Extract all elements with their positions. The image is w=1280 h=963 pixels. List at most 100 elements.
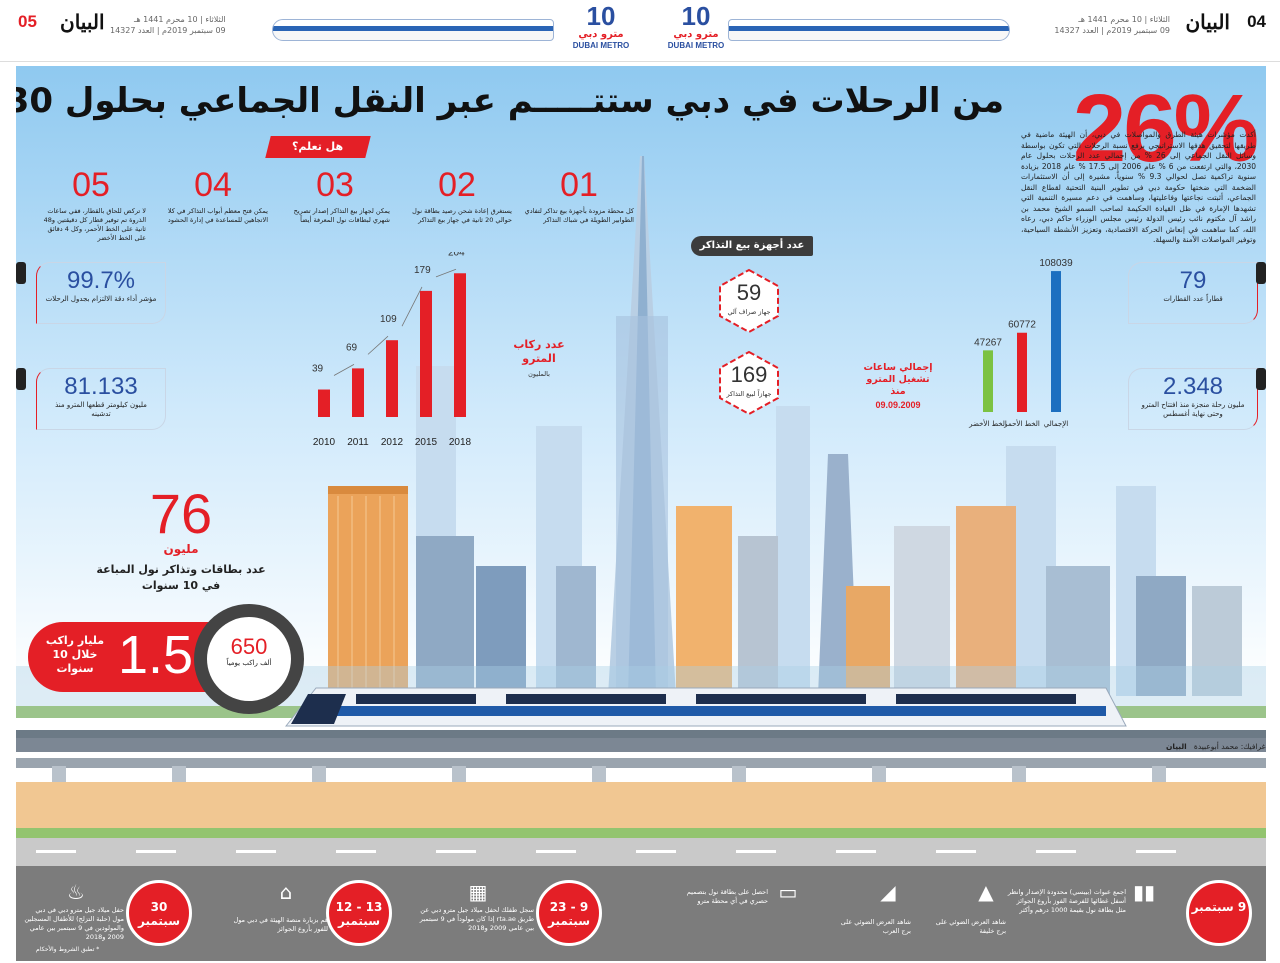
events-strip: 9 سبتمبر ▮▮ اجمع عبوات (بيبسي) محدودة ال… (16, 866, 1266, 961)
side-arrow-right (1256, 262, 1266, 284)
intro-paragraph: أكدت مؤشرات هيئة الطرق والمواصلات في دبي… (1021, 130, 1256, 244)
burj-khalifa-icon: ▲ (978, 880, 994, 904)
issue-date-greg: 09 سبتمبر 2019م | العدد 14327 (110, 26, 226, 35)
newspaper-logo-right: البيان (1185, 10, 1230, 34)
side-arrow-left (16, 368, 26, 390)
riders-bar-value: 69 (346, 342, 358, 353)
event-text: اجمع عبوات (بيبسي) محدودة الإصدار وانظر … (1007, 888, 1126, 914)
did-you-know-badge: هل تعلم؟ (265, 136, 371, 158)
riders-connector-line (401, 286, 423, 327)
hours-bar-value: 60772 (1008, 320, 1036, 331)
stat-value: 99.7% (66, 267, 136, 294)
header-train-right (728, 19, 1010, 41)
operating-hours-bar-chart: 47267 الخط الأخضر 60772 الخط الأحمر 108039 ال… (968, 258, 1073, 428)
stat-value: 79 (1179, 267, 1207, 294)
event-text: قم بزيارة منصة الهيئة في دبي مول للفوز ب… (233, 916, 328, 933)
fact-item: 03 يمكن لجهاز بيع التذاكر إصدار تصريح شه… (280, 166, 390, 225)
riders-bar-value: 179 (414, 265, 431, 276)
fact-text: كل محطة مزودة بأجهزة بيع تذاكر لتفادي ال… (524, 207, 634, 224)
riders-year-label: 2012 (381, 437, 404, 448)
metro-train (284, 687, 1127, 727)
riders-bar-value: 204 (448, 252, 465, 258)
cards-unit: مليون (163, 542, 199, 556)
dubai-metro-10-logo: 10 مترو دبي DUBAI METRO (660, 3, 732, 50)
daily-label: ألف راكب يومياً (226, 659, 272, 667)
fact-number: 05 (72, 166, 110, 204)
atm-hexagon: 59 جهاز صراف آلي (716, 268, 782, 334)
daily-riders-ring: 650 ألف راكب يومياً (194, 604, 304, 714)
fact-text: يمكن لجهاز بيع التذاكر إصدار تصريح شهري … (293, 207, 390, 224)
fact-text: يمكن فتح معظم أبواب التذاكر في كلا الاتج… (167, 207, 268, 224)
riders-year-label: 2018 (449, 437, 472, 448)
metro-logo-en: DUBAI METRO (572, 41, 630, 50)
burj-khalifa-icon (608, 156, 676, 696)
fact-item: 01 كل محطة مزودة بأجهزة بيع تذاكر لتفادي… (524, 166, 634, 225)
fact-item: 05 لا تركض للحاق بالقطار، ففي ساعات الذر… (36, 166, 146, 243)
page-header: 05 البيان الثلاثاء | 10 محرم 1441 هـ 09 … (0, 0, 1280, 62)
hours-line-label: الإجمالي (1044, 420, 1068, 428)
riders-unit: بالمليون (528, 370, 550, 378)
graphic-credit: غرافيك: محمد أبوعبيدة البيان (1166, 742, 1266, 751)
fact-text: يستغرق إعادة شحن رصيد بطاقة نول حوالي 20… (412, 207, 512, 224)
operating-hours-date: 09.09.2009 (875, 400, 921, 410)
issue-date-hijri: الثلاثاء | 10 محرم 1441 هـ (1078, 15, 1170, 24)
terms-note: * تطبق الشروط والأحكام (36, 946, 100, 953)
event-date-circle: 9 - 23 سبتمبر (536, 880, 602, 946)
metro-logo-en: DUBAI METRO (667, 41, 725, 50)
hexagon-frame-icon (719, 350, 779, 416)
metro-logo-ten: 10 (681, 1, 711, 31)
hours-bar (983, 350, 993, 412)
header-train-left (272, 19, 554, 41)
riders-connector-line (367, 335, 389, 355)
riders-bar-value: 109 (380, 314, 397, 325)
event-date-circle: 9 سبتمبر (1186, 880, 1252, 946)
event-text: حفل ميلاد جيل مترو دبي في دبي مول (حلبة … (24, 906, 124, 941)
tvm-label: جهازاً لبيع التذاكر (726, 390, 772, 398)
hours-bar-value: 47267 (974, 337, 1002, 348)
event-text: شاهد العرض الضوئي على برج خليفة (935, 918, 1006, 935)
side-arrow-left (16, 262, 26, 284)
credit-text: غرافيك: محمد أبوعبيدة (1193, 742, 1266, 751)
cards-value: 76 (149, 482, 213, 545)
riders-year-label: 2011 (347, 437, 369, 448)
headline-title: من الرحلات في دبي ستتـــــم عبر النقل ال… (16, 81, 1005, 121)
cards-label: عدد بطاقات وتذاكر نول المباعة في 10 سنوا… (96, 563, 266, 592)
fact-text: لا تركض للحاق بالقطار، ففي ساعات الذروة … (43, 207, 146, 242)
calendar-icon: ▦ (468, 880, 488, 904)
tvm-hexagon: 169 جهازاً لبيع التذاكر (716, 350, 782, 416)
credit-logo: البيان (1166, 742, 1187, 751)
metro-logo-ten: 10 (586, 1, 616, 31)
riders-bar (454, 273, 466, 417)
hexagon-frame-icon (719, 268, 779, 334)
stat-label: مؤشر أداء دقة الالتزام بجدول الرحلات (45, 295, 157, 303)
tvm-value: 169 (730, 362, 768, 387)
stat-value: 2.348 (1162, 373, 1224, 400)
atm-value: 59 (736, 280, 762, 305)
stat-value: 81.133 (64, 373, 138, 400)
riders-connector-line (435, 268, 457, 278)
hours-bar-value: 108039 (1039, 258, 1073, 269)
newspaper-logo-left: البيان (60, 10, 105, 34)
riders-year-label: 2010 (313, 437, 336, 448)
hours-line-label: الخط الأخضر (968, 419, 1007, 428)
stat-label: مليون كيلومتر قطعها المترو منذ تدشينه (55, 401, 147, 418)
riders-chart-label: عدد ركاب المترو بالمليون (512, 338, 566, 378)
stat-label: قطاراً عدد القطارات (1163, 295, 1223, 303)
operating-hours-label: إجمالي ساعات تشغيل المترو منذ 09.09.2009 (859, 362, 937, 410)
riders-bar (420, 290, 432, 417)
burj-al-arab-icon: ◢ (880, 880, 896, 904)
hours-bar (1051, 271, 1061, 412)
metro-logo-ar: مترو دبي (578, 29, 624, 40)
ticket-machines-ribbon: عدد أجهزة بيع التذاكر (691, 236, 813, 256)
fact-number: 04 (194, 166, 232, 204)
operating-hours-title: إجمالي ساعات تشغيل المترو منذ (863, 362, 933, 397)
headline-percent: 26% (1072, 75, 1259, 182)
riders-bar-value: 39 (312, 364, 324, 375)
event-text: سجل طفلك لحفل ميلاد جيل مترو دبي عن طريق… (419, 906, 534, 932)
riders-bar-chart: 39 2010 69 2011 109 2012 179 2015 204 2018 (312, 252, 472, 448)
riders-bar (352, 368, 364, 417)
infographic: من الرحلات في دبي ستتـــــم عبر النقل ال… (16, 66, 1266, 961)
fact-item: 02 يستغرق إعادة شحن رصيد بطاقة نول حوالي… (402, 166, 512, 225)
atm-label: جهاز صراف آلي (727, 308, 771, 316)
stat-card-distance: 81.133 مليون كيلومتر قطعها المترو منذ تد… (36, 368, 166, 430)
